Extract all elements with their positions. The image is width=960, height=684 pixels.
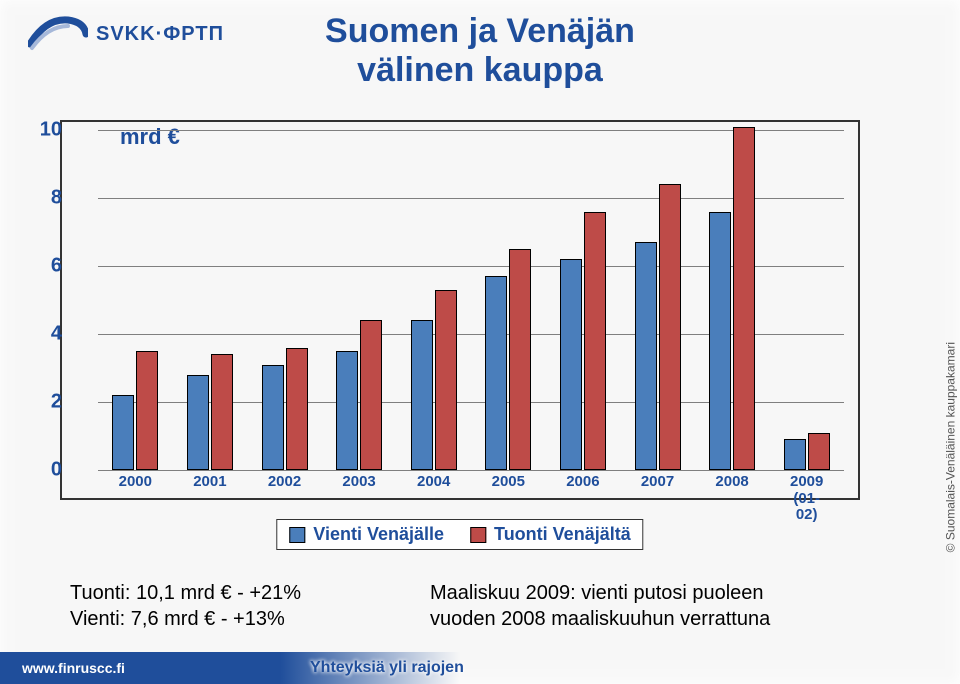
bar-series-b	[136, 351, 158, 470]
bar-series-a	[262, 365, 284, 470]
ytick-label: 0	[36, 459, 62, 482]
bar-series-a	[336, 351, 358, 470]
x-category-label: 2003	[342, 470, 375, 491]
bar-series-b	[435, 290, 457, 470]
title-line-2: välinen kauppa	[357, 51, 603, 89]
bar-series-a	[411, 320, 433, 470]
bar-series-b	[584, 212, 606, 470]
bar-series-a	[485, 276, 507, 470]
gridline	[98, 266, 844, 267]
ytick-label: 4	[36, 323, 62, 346]
x-category-label: 2004	[417, 470, 450, 491]
footer-tagline: Yhteyksiä yli rajojen	[310, 659, 464, 677]
gridline	[98, 130, 844, 131]
x-category-label: 2005	[492, 470, 525, 491]
bar-series-b	[286, 348, 308, 470]
footer: www.finruscc.fi Yhteyksiä yli rajojen	[0, 652, 960, 684]
ytick-label: 2	[36, 391, 62, 414]
chart: mrd € 0246810 20002001200220032004200520…	[60, 120, 860, 500]
bar-series-a	[112, 395, 134, 470]
gridline	[98, 334, 844, 335]
legend-swatch-a	[289, 527, 305, 543]
x-category-label: 2006	[566, 470, 599, 491]
bar-series-b	[659, 184, 681, 470]
caption-right: Maaliskuu 2009: vienti putosi puoleen vu…	[430, 580, 770, 632]
bar-series-a	[709, 212, 731, 470]
bar-series-b	[211, 354, 233, 470]
x-category-label: 2000	[119, 470, 152, 491]
legend-swatch-b	[470, 527, 486, 543]
x-category-label: 2001	[193, 470, 226, 491]
caption-left-line-1: Tuonti: 10,1 mrd € - +21%	[70, 582, 301, 604]
title-line-1: Suomen ja Venäjän	[325, 12, 635, 50]
y-axis-labels: 0246810	[68, 130, 96, 470]
x-category-label: 2007	[641, 470, 674, 491]
legend-item-a: Vienti Venäjälle	[289, 524, 444, 545]
legend-label-b: Tuonti Venäjältä	[494, 524, 631, 545]
caption-right-line-2: vuoden 2008 maaliskuuhun verrattuna	[430, 608, 770, 630]
ytick-label: 6	[36, 255, 62, 278]
x-category-label: 2008	[715, 470, 748, 491]
bar-series-a	[635, 242, 657, 470]
caption-left: Tuonti: 10,1 mrd € - +21% Vienti: 7,6 mr…	[70, 580, 301, 632]
bar-series-a	[784, 439, 806, 470]
caption-left-line-2: Vienti: 7,6 mrd € - +13%	[70, 608, 285, 630]
bar-series-b	[360, 320, 382, 470]
gridline	[98, 402, 844, 403]
legend-item-b: Tuonti Venäjältä	[470, 524, 631, 545]
bar-series-b	[509, 249, 531, 470]
copyright-text: © Suomalais-Venäläinen kauppakamari	[943, 342, 957, 552]
bar-series-b	[733, 127, 755, 470]
x-category-label: 2009 (01- 02)	[790, 470, 823, 524]
plot-area: 2000200120022003200420052006200720082009…	[98, 130, 844, 470]
ytick-label: 10	[36, 119, 62, 142]
gridline	[98, 198, 844, 199]
bar-series-a	[560, 259, 582, 470]
x-category-label: 2002	[268, 470, 301, 491]
ytick-label: 8	[36, 187, 62, 210]
legend: Vienti Venäjälle Tuonti Venäjältä	[276, 519, 643, 550]
bar-series-a	[187, 375, 209, 470]
bar-series-b	[808, 433, 830, 470]
page-title: Suomen ja Venäjän välinen kauppa	[0, 12, 960, 90]
footer-url: www.finruscc.fi	[0, 660, 125, 676]
legend-label-a: Vienti Venäjälle	[313, 524, 444, 545]
caption-right-line-1: Maaliskuu 2009: vienti putosi puoleen	[430, 582, 764, 604]
